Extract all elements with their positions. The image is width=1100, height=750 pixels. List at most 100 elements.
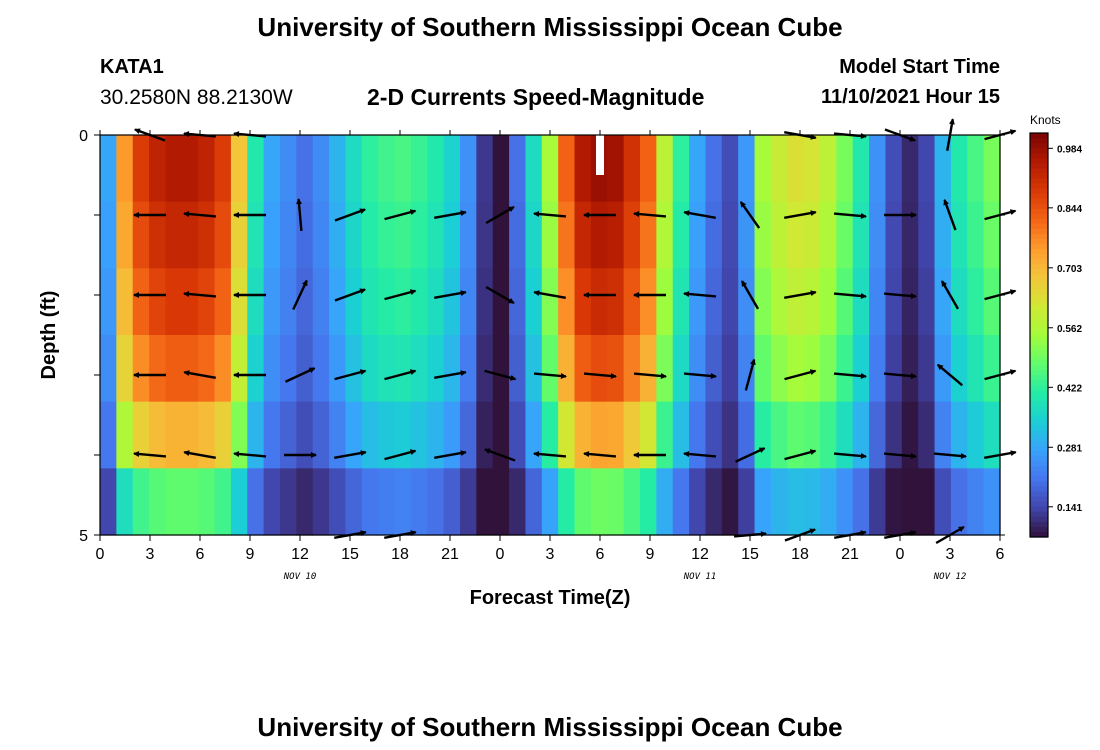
heatmap-cell <box>247 268 265 336</box>
current-vector <box>833 292 867 299</box>
heatmap-cell <box>721 468 739 536</box>
heatmap-cell <box>607 268 625 336</box>
current-vector <box>683 291 717 298</box>
heatmap-cell <box>590 268 608 336</box>
heatmap-cell <box>640 468 657 536</box>
colorbar-cell <box>1030 148 1048 154</box>
heatmap-cell <box>132 201 150 269</box>
current-vector <box>533 372 567 379</box>
current-vector <box>434 290 467 299</box>
heatmap-cell <box>623 401 641 469</box>
heatmap-cell <box>689 268 707 336</box>
current-vector <box>434 210 467 219</box>
heatmap-cell <box>525 268 543 336</box>
heatmap-cell <box>934 401 952 469</box>
heatmap-cell <box>967 201 985 269</box>
colorbar-cell <box>1030 173 1048 180</box>
heatmap-cell <box>460 468 477 536</box>
heatmap-cell <box>590 468 608 536</box>
current-vector <box>533 451 567 458</box>
heatmap-cell <box>181 468 199 536</box>
heatmap-cell <box>509 468 527 536</box>
heatmap-cell <box>885 268 903 336</box>
current-vector <box>384 369 417 381</box>
heatmap-cell <box>918 468 936 536</box>
current-vector <box>292 279 308 311</box>
current-vector <box>633 372 667 379</box>
heatmap-cell <box>705 468 723 536</box>
heatmap-cell <box>574 401 592 469</box>
current-vector <box>183 291 217 298</box>
heatmap-cell <box>787 268 805 336</box>
colorbar-cell <box>1030 274 1048 281</box>
colorbar-cell <box>1030 471 1048 477</box>
colorbar-tick-label: 0.844 <box>1057 204 1082 215</box>
heatmap-cell <box>607 335 625 403</box>
heatmap-cell <box>410 135 428 203</box>
colorbar-cell <box>1030 425 1048 432</box>
heatmap-cell <box>132 268 150 336</box>
heatmap-cell <box>460 201 477 269</box>
colorbar-cell <box>1030 501 1048 508</box>
heatmap-cell <box>721 201 739 269</box>
heatmap-cell <box>525 135 543 203</box>
heatmap-cell <box>198 401 216 469</box>
heatmap-cell <box>198 135 216 203</box>
heatmap-cell <box>869 135 887 203</box>
current-vector <box>233 451 267 458</box>
colorbar-cell <box>1030 521 1048 528</box>
heatmap-cell <box>263 401 281 469</box>
colorbar-ticks: 0.141 0.281 0.422 0.562 0.703 0.844 0.984 <box>1048 144 1082 514</box>
heatmap-cell <box>492 335 510 403</box>
heatmap-cell <box>967 401 985 469</box>
heatmap-cell <box>427 201 445 269</box>
current-vector <box>936 363 964 387</box>
heatmap-cell <box>754 468 772 536</box>
heatmap-cell <box>280 268 297 336</box>
heatmap-cell <box>967 268 985 336</box>
heatmap-cell <box>541 335 559 403</box>
heatmap-cell <box>770 135 788 203</box>
current-vector <box>334 369 367 381</box>
heatmap-cell <box>705 335 723 403</box>
heatmap-cell <box>689 468 707 536</box>
colorbar-cell <box>1030 304 1048 311</box>
heatmap-cell <box>983 268 1001 336</box>
heatmap-cell <box>738 201 756 269</box>
colorbar-cell <box>1030 163 1048 169</box>
heatmap-cell <box>869 335 887 403</box>
colorbar-cell <box>1030 526 1048 533</box>
heatmap-cell <box>689 335 707 403</box>
current-vector <box>183 211 217 218</box>
colorbar-cell <box>1030 410 1048 417</box>
heatmap-cell <box>820 401 837 469</box>
colorbar-cell <box>1030 496 1048 503</box>
heatmap-cell <box>705 401 723 469</box>
heatmap-cell <box>378 335 396 403</box>
heatmap-cell <box>541 468 559 536</box>
page-title: University of Southern Mississippi Ocean… <box>257 12 843 42</box>
colorbar-cell <box>1030 436 1048 442</box>
colorbar-cell <box>1030 223 1048 230</box>
heatmap-cell <box>950 201 968 269</box>
heatmap-cell <box>918 135 936 203</box>
heatmap-cell <box>247 201 265 269</box>
heatmap-cell <box>492 201 510 269</box>
current-vector <box>883 292 917 299</box>
heatmap-cell <box>770 201 788 269</box>
colorbar-cell <box>1030 324 1048 331</box>
heatmap-cell <box>836 268 854 336</box>
heatmap-cell <box>280 468 297 536</box>
heatmap-cell <box>656 201 674 269</box>
heatmap-cell <box>214 201 232 269</box>
heatmap-cell <box>378 268 396 336</box>
station-coordinates: 30.2580N 88.2130W <box>100 86 293 109</box>
heatmap-cell <box>198 468 216 536</box>
colorbar-cell <box>1030 289 1048 296</box>
colorbar-frame <box>1029 132 1049 538</box>
heatmap-cell <box>656 468 674 536</box>
heatmap-cell <box>492 135 510 203</box>
heatmap-cell <box>100 335 117 403</box>
heatmap-cell <box>361 401 379 469</box>
heatmap-cell <box>770 401 788 469</box>
